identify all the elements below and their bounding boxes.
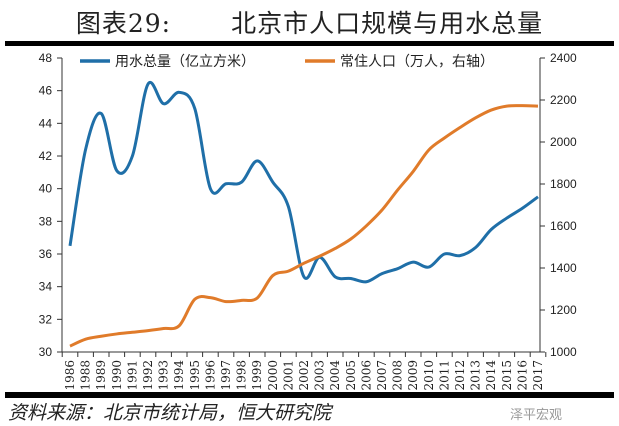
x-tick-label: 2015 xyxy=(500,360,514,391)
x-tick-label: 1991 xyxy=(125,360,139,391)
x-tick-label: 2000 xyxy=(266,360,280,391)
top-divider xyxy=(5,41,614,46)
x-tick-label: 2013 xyxy=(469,360,483,391)
x-tick-label: 1996 xyxy=(203,360,217,391)
x-tick-label: 1994 xyxy=(172,360,186,391)
x-tick-label: 2004 xyxy=(328,360,342,391)
x-tick-label: 2003 xyxy=(313,360,327,391)
left-tick-label: 38 xyxy=(39,214,53,228)
left-tick-label: 36 xyxy=(39,247,53,261)
right-tick-label: 1600 xyxy=(550,219,577,233)
x-tick-label: 1992 xyxy=(141,360,155,391)
source-note: 资料来源：北京市统计局，恒大研究院 xyxy=(8,402,332,424)
left-tick-label: 42 xyxy=(39,149,53,163)
left-tick-label: 32 xyxy=(39,312,53,326)
x-tick-label: 2010 xyxy=(422,360,436,391)
x-tick-label: 2012 xyxy=(453,360,467,391)
x-tick-label: 1990 xyxy=(110,360,124,391)
x-tick-label: 2009 xyxy=(406,360,420,391)
right-tick-label: 2200 xyxy=(550,93,577,107)
title-text: 北京市人口规模与用水总量 xyxy=(231,9,544,38)
right-tick-label: 2400 xyxy=(550,51,577,65)
x-tick-label: 2006 xyxy=(359,360,373,391)
x-tick-label: 1999 xyxy=(250,360,264,391)
right-tick-label: 1000 xyxy=(550,345,577,359)
bottom-divider xyxy=(5,392,614,398)
left-tick-label: 34 xyxy=(39,280,53,294)
x-tick-label: 2017 xyxy=(531,360,545,391)
watermark: 泽平宏观 xyxy=(510,408,563,423)
left-tick-label: 40 xyxy=(39,182,53,196)
chart-title: 图表29: 北京市人口规模与用水总量 xyxy=(0,4,619,40)
right-tick-label: 1200 xyxy=(550,303,577,317)
x-tick-label: 1998 xyxy=(235,360,249,391)
left-tick-label: 44 xyxy=(39,116,53,130)
legend-label: 常住人口（万人，右轴） xyxy=(340,54,494,70)
series-line-water xyxy=(68,80,539,284)
x-tick-label: 2014 xyxy=(484,360,498,391)
x-tick-label: 2005 xyxy=(344,360,358,391)
left-tick-label: 30 xyxy=(39,345,53,359)
series-line-population xyxy=(69,104,539,348)
right-tick-label: 2000 xyxy=(550,135,577,149)
right-tick-label: 1400 xyxy=(550,261,577,275)
figure-number: 图表29: xyxy=(75,9,172,38)
x-tick-label: 2001 xyxy=(281,360,295,391)
x-tick-label: 1997 xyxy=(219,360,233,391)
x-tick-label: 2011 xyxy=(437,360,451,391)
x-tick-label: 1993 xyxy=(157,360,171,391)
x-tick-label: 2008 xyxy=(391,360,405,391)
x-tick-label: 2016 xyxy=(515,360,529,391)
x-tick-label: 1989 xyxy=(94,360,108,391)
x-tick-label: 1995 xyxy=(188,360,202,391)
left-tick-label: 46 xyxy=(39,84,53,98)
x-tick-label: 1986 xyxy=(63,360,77,391)
right-tick-label: 1800 xyxy=(550,177,577,191)
x-tick-label: 1988 xyxy=(79,360,93,391)
x-tick-label: 2002 xyxy=(297,360,311,391)
left-tick-label: 48 xyxy=(39,51,53,65)
x-tick-label: 2007 xyxy=(375,360,389,391)
legend-label: 用水总量（亿立方米） xyxy=(115,54,255,70)
